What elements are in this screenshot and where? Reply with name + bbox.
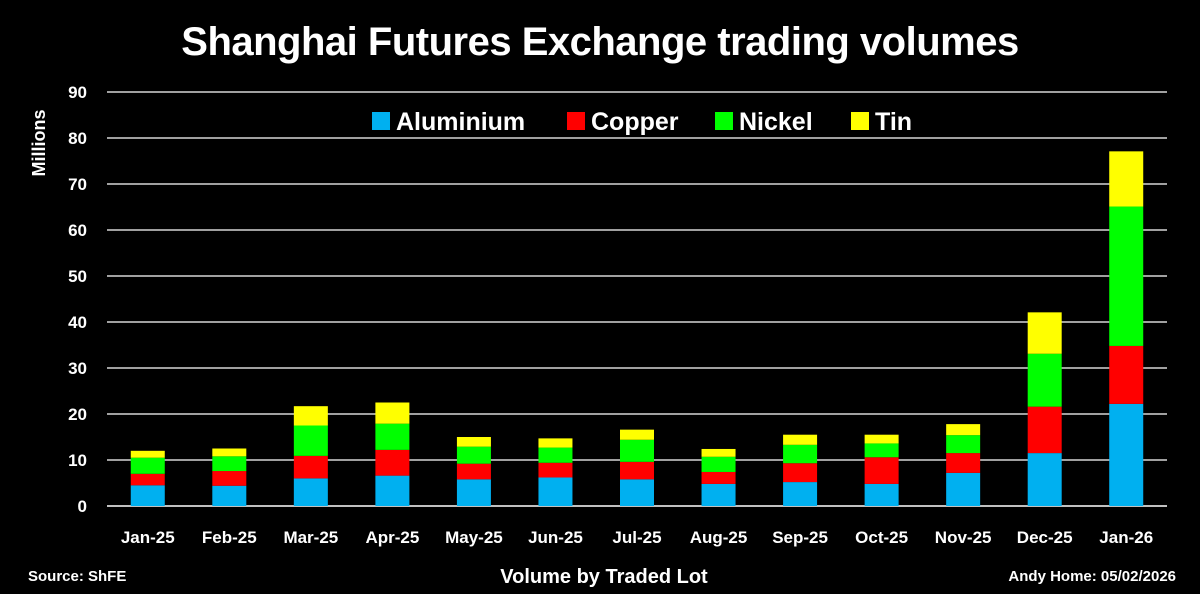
y-tick-label: 30 bbox=[68, 359, 87, 378]
bar-copper-oct-25 bbox=[864, 457, 899, 484]
bar-copper-dec-25 bbox=[1027, 406, 1062, 454]
bars bbox=[130, 151, 1144, 506]
legend-swatch-aluminium bbox=[372, 112, 390, 130]
y-tick-label: 0 bbox=[78, 497, 87, 516]
bar-copper-feb-25 bbox=[212, 471, 247, 486]
bar-copper-jan-25 bbox=[130, 473, 165, 486]
bar-aluminium-mar-25 bbox=[293, 478, 328, 506]
bar-copper-jun-25 bbox=[538, 462, 573, 478]
x-tick-label: Apr-25 bbox=[365, 528, 419, 547]
bar-tin-apr-25 bbox=[375, 402, 410, 424]
author-credit: Andy Home: 05/02/2026 bbox=[1008, 568, 1176, 585]
source-note: Source: ShFE bbox=[28, 568, 126, 585]
bar-nickel-jan-26 bbox=[1109, 206, 1144, 346]
bar-nickel-nov-25 bbox=[946, 435, 981, 454]
bar-copper-jul-25 bbox=[620, 461, 654, 480]
bar-nickel-aug-25 bbox=[701, 456, 736, 472]
bar-aluminium-feb-25 bbox=[212, 485, 247, 506]
y-tick-label: 60 bbox=[68, 221, 87, 240]
y-tick-label: 40 bbox=[68, 313, 87, 332]
legend-label-copper: Copper bbox=[591, 108, 679, 136]
bar-copper-apr-25 bbox=[375, 449, 410, 476]
bar-nickel-apr-25 bbox=[375, 423, 410, 450]
legend-label-nickel: Nickel bbox=[739, 108, 813, 136]
y-tick-label: 20 bbox=[68, 405, 87, 424]
bar-copper-may-25 bbox=[456, 463, 491, 480]
bar-copper-aug-25 bbox=[701, 471, 736, 484]
bar-copper-mar-25 bbox=[293, 455, 328, 479]
legend-swatch-copper bbox=[567, 112, 585, 130]
bar-nickel-jan-25 bbox=[130, 457, 165, 474]
bar-tin-jan-25 bbox=[130, 450, 165, 458]
x-tick-label: May-25 bbox=[445, 528, 503, 547]
bar-aluminium-aug-25 bbox=[701, 483, 736, 506]
bar-nickel-dec-25 bbox=[1027, 353, 1062, 407]
bar-tin-nov-25 bbox=[946, 424, 981, 436]
bar-aluminium-dec-25 bbox=[1027, 453, 1062, 506]
x-tick-label: Aug-25 bbox=[690, 528, 748, 547]
y-tick-label: 70 bbox=[68, 175, 87, 194]
x-axis-ticks: Jan-25 Feb-25 Mar-25 Apr-25 May-25 Jun-25 Jul-… bbox=[121, 528, 1153, 547]
x-tick-label: Dec-25 bbox=[1017, 528, 1073, 547]
bar-nickel-oct-25 bbox=[864, 443, 899, 458]
legend-label-aluminium: Aluminium bbox=[396, 108, 525, 136]
bar-nickel-jul-25 bbox=[620, 439, 654, 462]
bar-aluminium-jul-25 bbox=[620, 479, 654, 506]
bar-aluminium-oct-25 bbox=[864, 483, 899, 506]
bar-nickel-mar-25 bbox=[293, 425, 328, 456]
x-axis-label: Volume by Traded Lot bbox=[500, 566, 708, 588]
y-axis-ticks: 0 10 20 30 40 50 60 70 80 90 bbox=[68, 83, 87, 516]
x-tick-label: Jan-25 bbox=[121, 528, 175, 547]
bar-aluminium-jan-26 bbox=[1109, 403, 1144, 506]
y-tick-label: 90 bbox=[68, 83, 87, 102]
bar-aluminium-jan-25 bbox=[130, 485, 165, 506]
y-tick-label: 80 bbox=[68, 129, 87, 148]
bar-nickel-feb-25 bbox=[212, 456, 247, 472]
y-axis-label: Millions bbox=[29, 110, 49, 177]
bar-tin-jan-26 bbox=[1109, 151, 1144, 207]
bar-copper-sep-25 bbox=[783, 463, 818, 483]
legend-label-tin: Tin bbox=[875, 108, 912, 136]
bar-tin-may-25 bbox=[456, 437, 491, 447]
x-tick-label: Sep-25 bbox=[772, 528, 828, 547]
bar-tin-aug-25 bbox=[701, 448, 736, 457]
bar-copper-jan-26 bbox=[1109, 345, 1144, 404]
chart-title: Shanghai Futures Exchange trading volume… bbox=[181, 20, 1019, 64]
x-tick-label: Jul-25 bbox=[612, 528, 661, 547]
bar-tin-oct-25 bbox=[864, 434, 899, 444]
bar-aluminium-apr-25 bbox=[375, 475, 410, 506]
legend-swatch-tin bbox=[851, 112, 869, 130]
bar-copper-nov-25 bbox=[946, 453, 981, 473]
legend-swatch-nickel bbox=[715, 112, 733, 130]
bar-nickel-sep-25 bbox=[783, 444, 818, 464]
x-tick-label: Jan-26 bbox=[1099, 528, 1153, 547]
bar-nickel-jun-25 bbox=[538, 447, 573, 463]
bar-tin-dec-25 bbox=[1027, 312, 1062, 354]
bar-aluminium-sep-25 bbox=[783, 482, 818, 506]
x-tick-label: Nov-25 bbox=[935, 528, 992, 547]
x-tick-label: Feb-25 bbox=[202, 528, 257, 547]
legend: Aluminium Copper Nickel Tin bbox=[372, 108, 912, 136]
bar-aluminium-nov-25 bbox=[946, 472, 981, 506]
bar-aluminium-may-25 bbox=[456, 479, 491, 506]
x-tick-label: Mar-25 bbox=[283, 528, 338, 547]
bar-aluminium-jun-25 bbox=[538, 477, 573, 506]
bar-tin-sep-25 bbox=[783, 434, 818, 445]
bar-tin-jun-25 bbox=[538, 438, 573, 448]
bar-tin-jul-25 bbox=[620, 429, 654, 440]
bar-tin-feb-25 bbox=[212, 448, 247, 457]
x-tick-label: Oct-25 bbox=[855, 528, 908, 547]
y-tick-label: 50 bbox=[68, 267, 87, 286]
bar-nickel-may-25 bbox=[456, 446, 491, 464]
bar-tin-mar-25 bbox=[293, 406, 328, 426]
y-tick-label: 10 bbox=[68, 451, 87, 470]
x-tick-label: Jun-25 bbox=[528, 528, 583, 547]
